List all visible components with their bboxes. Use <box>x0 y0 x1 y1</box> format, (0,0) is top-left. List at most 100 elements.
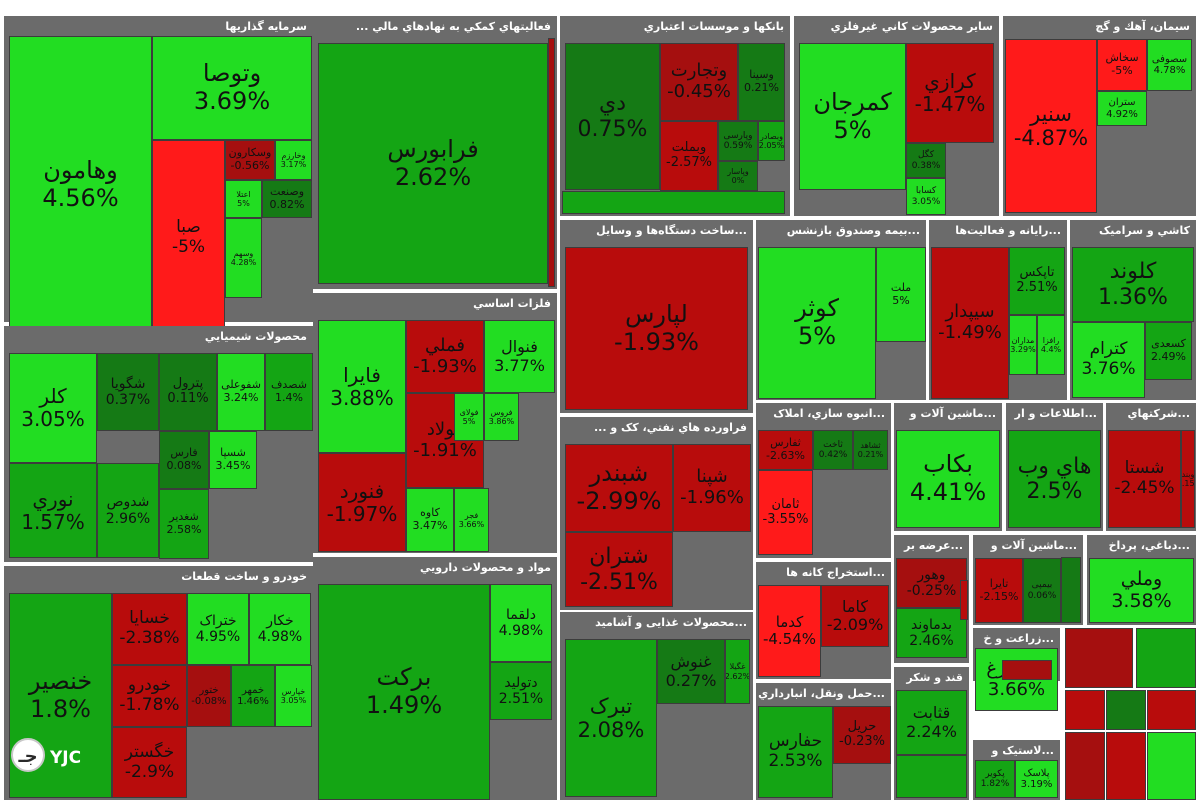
stock-tile[interactable]: فولای 5% <box>454 393 484 441</box>
stock-tile[interactable]: بیمپی 0.06% <box>1023 558 1061 623</box>
stock-tile[interactable]: فجر 3.66% <box>454 488 489 552</box>
stock-tile[interactable]: حریل -0.23% <box>833 706 891 764</box>
stock-tile[interactable]: فایرا 3.88% <box>318 320 406 453</box>
sector-box[interactable]: فراورده هاي نفتي، کک و ... شبندر -2.99% شپن… <box>560 417 753 610</box>
minor-stock-tile[interactable] <box>896 755 967 798</box>
stock-tile[interactable]: کدما -4.54% <box>758 585 821 677</box>
sector-box[interactable]: فلزات اساسي فایرا 3.88% فملي -1.93% فنوال 3.77… <box>313 293 557 553</box>
stock-tile[interactable]: کترام 3.76% <box>1072 322 1145 398</box>
sector-box[interactable]: ...لاستیک و پکوير 1.82% پلاسک 3.19% <box>973 740 1060 800</box>
stock-tile[interactable]: شستا -2.45% <box>1108 430 1181 528</box>
stock-tile[interactable]: لپارس -1.93% <box>565 247 748 410</box>
stock-tile[interactable]: غگیلا 2.62% <box>725 639 750 704</box>
stock-tile[interactable]: رافزا 4.4% <box>1037 315 1065 375</box>
stock-tile[interactable]: وهامون 4.56% <box>9 36 152 334</box>
stock-tile[interactable]: دلقما 4.98% <box>490 584 552 662</box>
stock-tile[interactable]: نوري 1.57% <box>9 463 97 558</box>
stock-tile[interactable]: وبند-2.15% <box>1181 430 1195 528</box>
stock-tile[interactable]: وسکارون -0.56% <box>225 140 275 180</box>
stock-tile[interactable]: شغدیر 2.58% <box>159 489 209 559</box>
stock-tile[interactable]: وملي 3.58% <box>1089 558 1194 623</box>
stock-tile[interactable]: خکار 4.98% <box>249 593 311 665</box>
stock-tile[interactable]: خودرو -1.78% <box>112 665 187 727</box>
sector-box[interactable]: ...ساخت دستگاه‌ها و وسایل لپارس -1.93% <box>560 220 753 413</box>
sector-box[interactable]: ...عرضه بر وهور -0.25% بدماوند 2.46% <box>894 535 969 663</box>
minor-stock-tile[interactable] <box>960 580 968 620</box>
stock-tile[interactable]: بکاب 4.41% <box>896 430 1000 528</box>
stock-tile[interactable]: هاي وب 2.5% <box>1008 430 1101 528</box>
minor-stock-tile[interactable] <box>1061 557 1081 623</box>
stock-tile[interactable]: ثاخت 0.42% <box>813 430 853 470</box>
stock-tile[interactable]: سنیر -4.87% <box>1005 39 1097 213</box>
stock-tile[interactable]: صبا -5% <box>152 140 225 336</box>
sector-box[interactable]: بانکها و موسسات اعتباري دي 0.75% وتجارت -0.4… <box>560 16 790 216</box>
stock-tile[interactable]: وصنعت 0.82% <box>262 180 312 218</box>
sector-box[interactable]: ...بیمه وصندوق بازنشس کوثر 5% ملت 5% <box>756 220 926 400</box>
stock-tile[interactable]: فارس 0.08% <box>159 431 209 489</box>
sector-box[interactable]: ...رایانه و فعالیت‌ها سیپدار -1.49% تاپکس 2.… <box>929 220 1067 400</box>
sector-box[interactable]: ...ماشین آلات و بکاب 4.41% <box>894 403 1002 531</box>
minor-stock-tile[interactable] <box>1065 628 1133 688</box>
stock-tile[interactable]: وپارسی 0.59% <box>718 121 758 161</box>
minor-stock-tile[interactable] <box>1065 732 1105 800</box>
stock-tile[interactable]: کسابا 3.05% <box>906 178 946 215</box>
sector-box[interactable]: ...انبوه سازي، املاک ثفارس -2.63% ثاخت 0.42%… <box>756 403 891 558</box>
stock-tile[interactable]: ملت 5% <box>876 247 926 342</box>
stock-tile[interactable]: کسعدی 2.49% <box>1145 322 1192 380</box>
sector-box[interactable]: ...اطلاعات و ار هاي وب 2.5% <box>1006 403 1103 531</box>
stock-tile[interactable]: بدماوند 2.46% <box>896 608 967 658</box>
stock-tile[interactable]: ثشاهد 0.21% <box>853 430 888 470</box>
stock-tile[interactable]: مداران 3.29% <box>1009 315 1037 375</box>
minor-stock-tile[interactable] <box>1136 628 1196 688</box>
stock-tile[interactable]: تایرا -2.15% <box>975 558 1023 623</box>
sector-box[interactable]: سيمان، آهك و گچ سنیر -4.87% سخاش -5% سصوفی 4.7… <box>1003 16 1196 216</box>
stock-tile[interactable]: شبندر -2.99% <box>565 444 673 532</box>
stock-tile[interactable]: خمهر 1.46% <box>231 665 275 727</box>
minor-stock-tile[interactable] <box>1147 732 1196 800</box>
stock-tile[interactable]: شسپا 3.45% <box>209 431 257 489</box>
stock-tile[interactable]: شتران -2.51% <box>565 532 673 607</box>
stock-tile[interactable]: ستران 4.92% <box>1097 91 1147 126</box>
stock-tile[interactable]: برکت 1.49% <box>318 584 490 800</box>
minor-stock-tile[interactable] <box>1147 690 1196 730</box>
minor-stock-tile[interactable] <box>1002 660 1052 680</box>
sector-box[interactable]: قند و شکر قثابت 2.24% <box>894 667 969 800</box>
stock-tile[interactable]: سخاش -5% <box>1097 39 1147 91</box>
stock-tile[interactable]: ثامان -3.55% <box>758 470 813 555</box>
stock-tile[interactable]: اعتلا 5% <box>225 180 262 218</box>
stock-tile[interactable]: پترول 0.11% <box>159 353 217 431</box>
stock-tile[interactable]: فرابورس 2.62% <box>318 43 548 284</box>
stock-tile[interactable]: وپاسار 0% <box>718 161 758 191</box>
sector-box[interactable]: مواد و محصولات دارويي برکت 1.49% دلقما 4.98%… <box>313 557 557 800</box>
stock-tile[interactable]: سیپدار -1.49% <box>931 247 1009 399</box>
sector-box[interactable]: ...ماشین آلات و تایرا -2.15% بیمپی 0.06% <box>973 535 1083 625</box>
stock-tile[interactable]: ثفارس -2.63% <box>758 430 813 470</box>
stock-tile[interactable]: فنوال 3.77% <box>484 320 555 393</box>
stock-tile[interactable]: سصوفی 4.78% <box>1147 39 1192 91</box>
stock-tile[interactable]: شصدف 1.4% <box>265 353 313 431</box>
minor-stock-tile[interactable] <box>1106 732 1146 800</box>
stock-tile[interactable]: کاوه 3.47% <box>406 488 454 552</box>
stock-tile[interactable]: شپنا -1.96% <box>673 444 751 532</box>
stock-tile[interactable]: دي 0.75% <box>565 43 660 190</box>
stock-tile[interactable]: ختراک 4.95% <box>187 593 249 665</box>
sector-box[interactable]: کاشي و سراميک کلوند 1.36% کترام 3.76% کسعدی 2.… <box>1070 220 1196 400</box>
stock-tile[interactable]: وخارزم 3.17% <box>275 140 312 180</box>
stock-tile[interactable]: خگستر -2.9% <box>112 727 187 798</box>
sector-box[interactable]: محصولات شيميايي کلر 3.05% شگویا 0.37% پترول 0.… <box>4 326 313 562</box>
minor-stock-tile[interactable] <box>1065 690 1105 730</box>
sector-box[interactable]: ...دباغي، پرداخ وملي 3.58% <box>1087 535 1196 625</box>
sector-box[interactable]: ساير محصولات کاني غيرفلزي کمرجان 5% کرازي -1… <box>794 16 999 216</box>
stock-tile[interactable]: شدوص 2.96% <box>97 463 159 558</box>
stock-tile[interactable]: ختور -0.08% <box>187 665 231 727</box>
minor-stock-tile[interactable] <box>548 38 555 287</box>
stock-tile[interactable]: پکوير 1.82% <box>975 760 1015 798</box>
stock-tile[interactable]: وبصادر 2.05% <box>758 121 785 161</box>
stock-tile[interactable]: خسایا -2.38% <box>112 593 187 665</box>
stock-tile[interactable]: کلوند 1.36% <box>1072 247 1194 322</box>
stock-tile[interactable]: تبرک 2.08% <box>565 639 657 797</box>
stock-tile[interactable]: کگل 0.38% <box>906 143 946 178</box>
stock-tile[interactable]: وبملت -2.57% <box>660 121 718 191</box>
sector-box[interactable]: ...استخراج کانه ها کدما -4.54% کاما -2.09% <box>756 562 891 679</box>
stock-tile[interactable]: پلاسک 3.19% <box>1015 760 1058 798</box>
